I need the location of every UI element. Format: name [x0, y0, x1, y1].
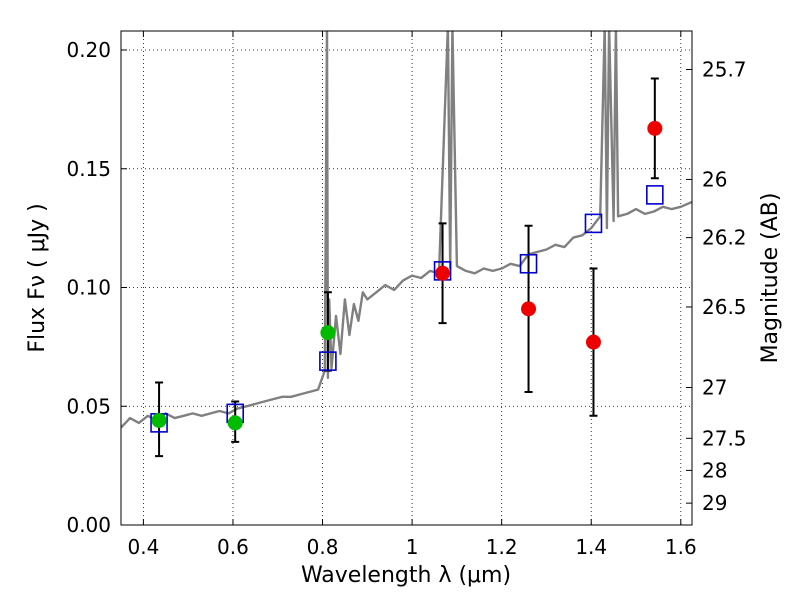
y2-axis-label: Magnitude (AB)	[758, 193, 783, 364]
x-tick-label: 0.8	[307, 535, 339, 559]
y-axis-label: Flux Fν ( μJy )	[25, 203, 50, 352]
y-tick-label: 0.05	[66, 394, 111, 418]
observed-point-green	[151, 413, 167, 428]
y2-tick-label: 26.5	[702, 295, 747, 319]
y-tick-label: 0.00	[66, 513, 111, 537]
model-photometry-box	[519, 253, 538, 274]
y-tick-labels: 0.00 0.05 0.10 0.15 0.20	[66, 38, 111, 537]
x-tick-label: 1.6	[665, 535, 697, 559]
y2-tick-label: 28	[702, 458, 727, 482]
observed-point-red	[521, 301, 537, 317]
y2-tick-label: 27.5	[702, 426, 747, 450]
observed-point-red	[435, 265, 451, 281]
model-spectrum-line	[121, 31, 692, 429]
plot-area	[121, 31, 692, 458]
y2-tick-label: 29	[702, 491, 727, 515]
x-axis-label: Wavelength λ (μm)	[301, 563, 511, 588]
x-tick-label: 1	[406, 535, 419, 559]
x-tick-label: 1.2	[486, 535, 518, 559]
model-photometry-box	[646, 185, 664, 205]
observed-point-red	[647, 120, 663, 136]
observed-point-green	[227, 415, 243, 431]
model-photometry-box	[584, 213, 603, 234]
y2-tick-labels: 25.7 26 26.2 26.5 27 27.5 28 29	[702, 57, 747, 515]
x-tick-label: 0.6	[217, 535, 249, 559]
observed-point-green	[320, 325, 336, 341]
y-tick-label: 0.15	[66, 157, 111, 181]
y-tick-label: 0.20	[66, 38, 111, 62]
x-tick-labels: 0.4 0.6 0.8 1 1.2 1.4 1.6	[127, 535, 696, 559]
plot-frame	[120, 30, 693, 526]
y2-tick-label: 26.2	[702, 226, 747, 250]
x-tick-label: 1.4	[575, 535, 607, 559]
model-photometry-box	[319, 351, 337, 371]
y2-tick-label: 27	[702, 375, 727, 399]
y2-tick-label: 26	[702, 167, 727, 191]
tick-marks	[121, 31, 692, 526]
y-tick-label: 0.10	[66, 276, 111, 300]
y2-tick-label: 25.7	[702, 57, 747, 81]
observed-point-red	[585, 334, 601, 350]
x-tick-label: 0.4	[127, 535, 159, 559]
